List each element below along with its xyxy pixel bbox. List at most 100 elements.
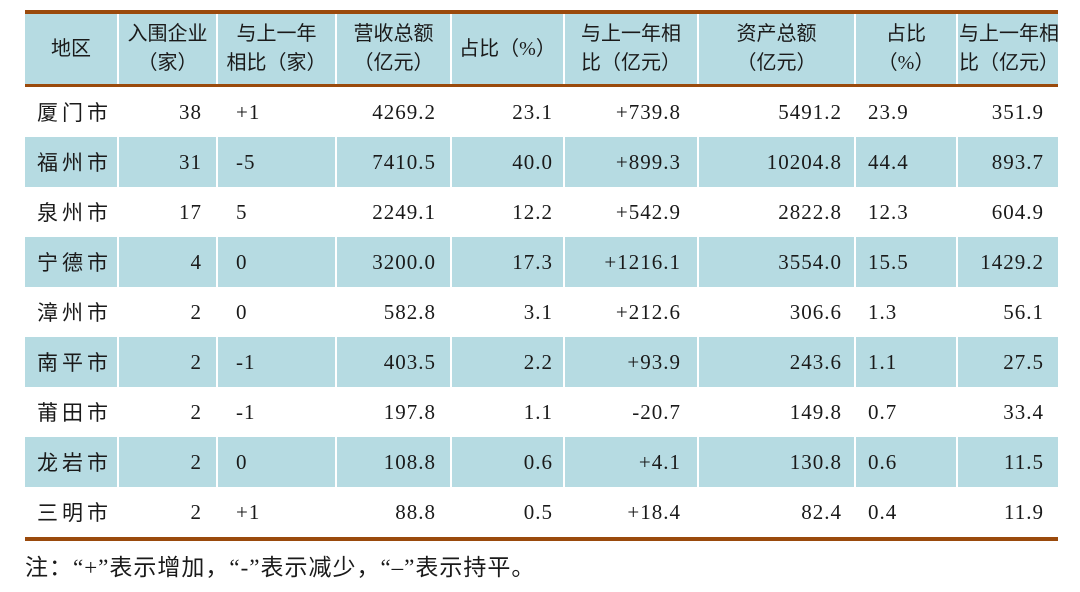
- cell-revenue-yoy: -20.7: [563, 387, 698, 437]
- table-row: 泉州市 17 5 2249.1 12.2 +542.9 2822.8 12.3 604.9: [25, 187, 1058, 237]
- cell-revenue-total: 403.5: [335, 337, 451, 387]
- cell-revenue-share: 12.2: [450, 187, 564, 237]
- cell-enterprises-yoy: -1: [216, 337, 336, 387]
- table-row: 龙岩市 2 0 108.8 0.6 +4.1 130.8 0.6 11.5: [25, 437, 1058, 487]
- header-cell-assets-share: 占比 （%）: [854, 12, 957, 87]
- cell-revenue-total: 582.8: [335, 287, 451, 337]
- cell-enterprises-yoy: 0: [216, 237, 336, 287]
- cell-assets-yoy: 27.5: [956, 337, 1058, 387]
- header-cell-revenue-yoy: 与上一年相 比（亿元）: [563, 12, 698, 87]
- cell-region: 宁德市: [37, 251, 112, 275]
- cell-assets-share: 0.6: [854, 437, 957, 487]
- cell-revenue-total: 108.8: [335, 437, 451, 487]
- cell-enterprises: 4: [117, 237, 217, 287]
- cell-assets-yoy: 604.9: [956, 187, 1058, 237]
- cell-enterprises: 2: [117, 387, 217, 437]
- cell-assets-yoy: 11.5: [956, 437, 1058, 487]
- cell-assets-total: 82.4: [697, 487, 855, 539]
- cell-assets-yoy: 351.9: [956, 85, 1058, 137]
- cell-revenue-share: 17.3: [450, 237, 564, 287]
- cell-revenue-total: 3200.0: [335, 237, 451, 287]
- table-row: 三明市 2 +1 88.8 0.5 +18.4 82.4 0.4 11.9: [25, 487, 1058, 539]
- cell-region: 泉州市: [37, 201, 112, 225]
- cell-enterprises-yoy: -1: [216, 387, 336, 437]
- cell-revenue-total: 2249.1: [335, 187, 451, 237]
- cell-revenue-yoy: +542.9: [563, 187, 698, 237]
- cell-region: 莆田市: [37, 401, 112, 425]
- cell-revenue-share: 23.1: [450, 85, 564, 137]
- cell-revenue-total: 197.8: [335, 387, 451, 437]
- cell-assets-yoy: 56.1: [956, 287, 1058, 337]
- cell-region: 南平市: [37, 351, 112, 375]
- cell-enterprises-yoy: -5: [216, 137, 336, 187]
- header-cell-assets-total: 资产总额 （亿元）: [697, 12, 855, 87]
- header-cell-assets-yoy: 与上一年相 比（亿元）: [956, 12, 1059, 87]
- cell-assets-share: 1.1: [854, 337, 957, 387]
- table-row: 福州市 31 -5 7410.5 40.0 +899.3 10204.8 44.4 893.7: [25, 137, 1058, 187]
- cell-assets-total: 5491.2: [697, 85, 855, 137]
- cell-revenue-share: 0.6: [450, 437, 564, 487]
- cell-assets-share: 1.3: [854, 287, 957, 337]
- cell-revenue-share: 1.1: [450, 387, 564, 437]
- table-row: 漳州市 2 0 582.8 3.1 +212.6 306.6 1.3 56.1: [25, 287, 1058, 337]
- table-row: 莆田市 2 -1 197.8 1.1 -20.7 149.8 0.7 33.4: [25, 387, 1058, 437]
- cell-enterprises: 2: [117, 437, 217, 487]
- cell-enterprises-yoy: +1: [216, 487, 336, 539]
- cell-revenue-total: 4269.2: [335, 85, 451, 137]
- table-row: 厦门市 38 +1 4269.2 23.1 +739.8 5491.2 23.9 351.9: [25, 85, 1058, 137]
- cell-assets-yoy: 11.9: [956, 487, 1058, 539]
- cell-assets-share: 0.4: [854, 487, 957, 539]
- cell-assets-total: 130.8: [697, 437, 855, 487]
- cell-assets-share: 15.5: [854, 237, 957, 287]
- cell-assets-total: 3554.0: [697, 237, 855, 287]
- cell-revenue-share: 0.5: [450, 487, 564, 539]
- cell-assets-share: 23.9: [854, 85, 957, 137]
- cell-assets-total: 2822.8: [697, 187, 855, 237]
- cell-enterprises: 31: [117, 137, 217, 187]
- cell-revenue-yoy: +739.8: [563, 85, 698, 137]
- cell-revenue-share: 2.2: [450, 337, 564, 387]
- cell-enterprises-yoy: 0: [216, 287, 336, 337]
- cell-enterprises-yoy: 0: [216, 437, 336, 487]
- header-cell-region: 地区: [25, 12, 118, 87]
- cell-enterprises-yoy: 5: [216, 187, 336, 237]
- cell-revenue-yoy: +212.6: [563, 287, 698, 337]
- cell-revenue-yoy: +18.4: [563, 487, 698, 539]
- header-cell-revenue-share: 占比（%）: [450, 12, 564, 87]
- table-row: 南平市 2 -1 403.5 2.2 +93.9 243.6 1.1 27.5: [25, 337, 1058, 387]
- cell-assets-share: 0.7: [854, 387, 957, 437]
- cell-region: 福州市: [37, 151, 112, 175]
- header-cell-enterprises-yoy: 与上一年 相比（家）: [216, 12, 336, 87]
- cell-revenue-yoy: +4.1: [563, 437, 698, 487]
- cell-revenue-yoy: +899.3: [563, 137, 698, 187]
- cell-enterprises: 2: [117, 287, 217, 337]
- cell-enterprises-yoy: +1: [216, 85, 336, 137]
- cell-assets-total: 149.8: [697, 387, 855, 437]
- header-row: 地区 入围企业 （家） 与上一年 相比（家） 营收总额 （亿元） 占比（%） 与上一年相 比（亿元…: [25, 12, 1059, 87]
- cell-enterprises: 2: [117, 487, 217, 539]
- cell-assets-total: 10204.8: [697, 137, 855, 187]
- cell-assets-yoy: 1429.2: [956, 237, 1058, 287]
- cell-assets-yoy: 33.4: [956, 387, 1058, 437]
- cell-assets-share: 44.4: [854, 137, 957, 187]
- table-note: 注：“+”表示增加，“-”表示减少，“–”表示持平。: [25, 555, 536, 580]
- region-table-container: 地区 入围企业 （家） 与上一年 相比（家） 营收总额 （亿元） 占比（%） 与上一年相 比（亿元…: [25, 10, 1059, 541]
- cell-revenue-yoy: +1216.1: [563, 237, 698, 287]
- cell-enterprises: 2: [117, 337, 217, 387]
- cell-region: 厦门市: [37, 101, 112, 125]
- cell-revenue-total: 7410.5: [335, 137, 451, 187]
- cell-revenue-share: 40.0: [450, 137, 564, 187]
- cell-region: 龙岩市: [37, 451, 112, 475]
- cell-revenue-total: 88.8: [335, 487, 451, 539]
- cell-region: 漳州市: [37, 301, 112, 325]
- cell-enterprises: 17: [117, 187, 217, 237]
- cell-enterprises: 38: [117, 85, 217, 137]
- table-row: 宁德市 4 0 3200.0 17.3 +1216.1 3554.0 15.5 1429.2: [25, 237, 1058, 287]
- cell-assets-total: 243.6: [697, 337, 855, 387]
- region-data-table: 地区 入围企业 （家） 与上一年 相比（家） 营收总额 （亿元） 占比（%） 与上一年相 比（亿元…: [25, 10, 1059, 541]
- header-cell-revenue-total: 营收总额 （亿元）: [335, 12, 451, 87]
- cell-assets-share: 12.3: [854, 187, 957, 237]
- table-body: 厦门市 38 +1 4269.2 23.1 +739.8 5491.2 23.9 351.9 福州…: [25, 85, 1058, 539]
- cell-region: 三明市: [37, 501, 112, 525]
- header-cell-enterprises: 入围企业 （家）: [117, 12, 217, 87]
